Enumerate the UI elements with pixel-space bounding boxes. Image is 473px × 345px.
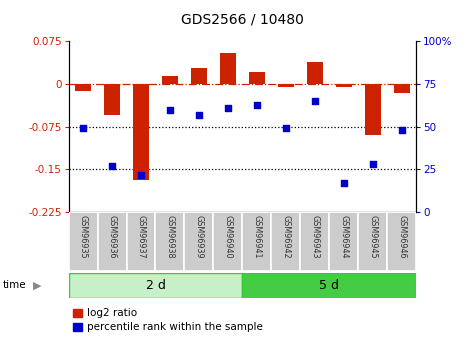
Text: ▶: ▶ (33, 280, 41, 290)
Bar (220, 53, 236, 84)
Text: GSM96941: GSM96941 (253, 215, 262, 258)
Bar (365, 84, 381, 135)
Text: GSM96937: GSM96937 (137, 215, 146, 258)
Bar (387, 212, 416, 271)
Text: GSM96935: GSM96935 (79, 215, 88, 258)
Text: GSM96938: GSM96938 (166, 215, 175, 258)
Point (369, 161, 377, 167)
Bar (162, 76, 178, 84)
Bar (278, 84, 294, 87)
Bar (127, 212, 156, 271)
Text: log2 ratio: log2 ratio (87, 308, 137, 318)
Bar (300, 212, 329, 271)
Point (311, 98, 319, 104)
Bar (69, 212, 97, 271)
Bar (69, 273, 243, 298)
Text: GSM96940: GSM96940 (223, 215, 232, 258)
Text: GSM96939: GSM96939 (194, 215, 203, 258)
Bar (394, 84, 410, 92)
Bar (359, 212, 387, 271)
Text: GSM96936: GSM96936 (107, 215, 116, 258)
Text: 2 d: 2 d (146, 279, 166, 292)
Bar (336, 84, 352, 87)
Text: time: time (2, 280, 26, 290)
Bar (184, 212, 213, 271)
Point (195, 112, 203, 118)
Text: GSM96946: GSM96946 (397, 215, 406, 258)
Bar (272, 212, 300, 271)
Text: GDS2566 / 10480: GDS2566 / 10480 (181, 12, 304, 26)
Bar (242, 212, 272, 271)
Point (108, 163, 116, 169)
Bar (213, 212, 242, 271)
Point (340, 180, 348, 186)
Text: 5 d: 5 d (319, 279, 339, 292)
Bar (73, 323, 82, 331)
Bar (307, 62, 323, 84)
Point (79, 126, 87, 131)
Point (166, 107, 174, 112)
Text: GSM96942: GSM96942 (281, 215, 290, 258)
Point (137, 172, 145, 177)
Bar (97, 212, 126, 271)
Text: GSM96945: GSM96945 (368, 215, 377, 258)
Point (282, 126, 289, 131)
Bar (104, 84, 120, 115)
Bar (75, 84, 91, 91)
Text: GSM96943: GSM96943 (310, 215, 319, 258)
Bar (133, 84, 149, 180)
Bar (191, 68, 207, 84)
Text: percentile rank within the sample: percentile rank within the sample (87, 322, 263, 332)
Point (224, 105, 232, 111)
Point (253, 102, 261, 107)
Point (398, 127, 405, 133)
Bar (73, 309, 82, 317)
Bar (249, 71, 265, 84)
Bar (156, 212, 184, 271)
Bar (329, 212, 359, 271)
Bar (242, 273, 416, 298)
Text: GSM96944: GSM96944 (339, 215, 348, 258)
